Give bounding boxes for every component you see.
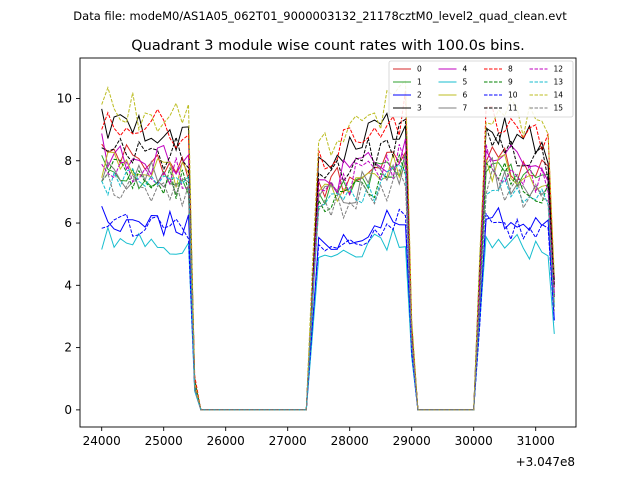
y-tick-label: 2 [64, 341, 72, 355]
legend-label-6: 6 [463, 91, 468, 100]
x-tick-label: 27000 [269, 434, 307, 448]
x-tick-label: 28000 [331, 434, 369, 448]
legend-box [388, 60, 574, 118]
series-line-14 [101, 79, 555, 411]
y-tick-label: 10 [57, 91, 72, 105]
legend-label-7: 7 [463, 104, 468, 113]
legend-label-12: 12 [554, 65, 564, 74]
series-line-9 [101, 153, 555, 411]
series-line-10 [101, 208, 555, 411]
series-layer [101, 79, 555, 411]
chart-title: Quadrant 3 module wise count rates with … [131, 38, 525, 54]
x-tick-label: 25000 [145, 434, 183, 448]
x-tick-label: 31000 [517, 434, 555, 448]
x-tick-label: 29000 [393, 434, 431, 448]
legend-label-3: 3 [417, 104, 422, 113]
legend-label-1: 1 [417, 78, 422, 87]
legend-label-15: 15 [554, 104, 564, 113]
data-file-label: Data file: modeM0/AS1A05_062T01_90000031… [73, 9, 567, 23]
y-tick-label: 6 [64, 216, 72, 230]
series-line-12 [101, 144, 555, 411]
x-tick-label: 24000 [83, 434, 121, 448]
legend-label-11: 11 [508, 104, 518, 113]
legend-label-5: 5 [463, 78, 468, 87]
legend-label-4: 4 [463, 65, 468, 74]
y-tick-label: 0 [64, 403, 72, 417]
axes: 24000 25000 26000 27000 28000 29000 30000 31000… [57, 57, 577, 448]
x-offset-label: +3.047e8 [516, 455, 575, 469]
legend-label-2: 2 [417, 91, 422, 100]
x-tick-label: 30000 [455, 434, 493, 448]
x-tick-label: 26000 [207, 434, 245, 448]
legend-label-8: 8 [508, 65, 513, 74]
y-tick-label: 8 [64, 154, 72, 168]
legend-label-13: 13 [554, 78, 564, 87]
legend-label-0: 0 [417, 65, 422, 74]
series-line-15 [101, 168, 555, 411]
axes-frame [79, 57, 577, 428]
y-tick-label: 4 [64, 278, 72, 292]
legend-label-9: 9 [508, 78, 513, 87]
legend-label-10: 10 [508, 91, 518, 100]
legend-label-14: 14 [554, 91, 564, 100]
